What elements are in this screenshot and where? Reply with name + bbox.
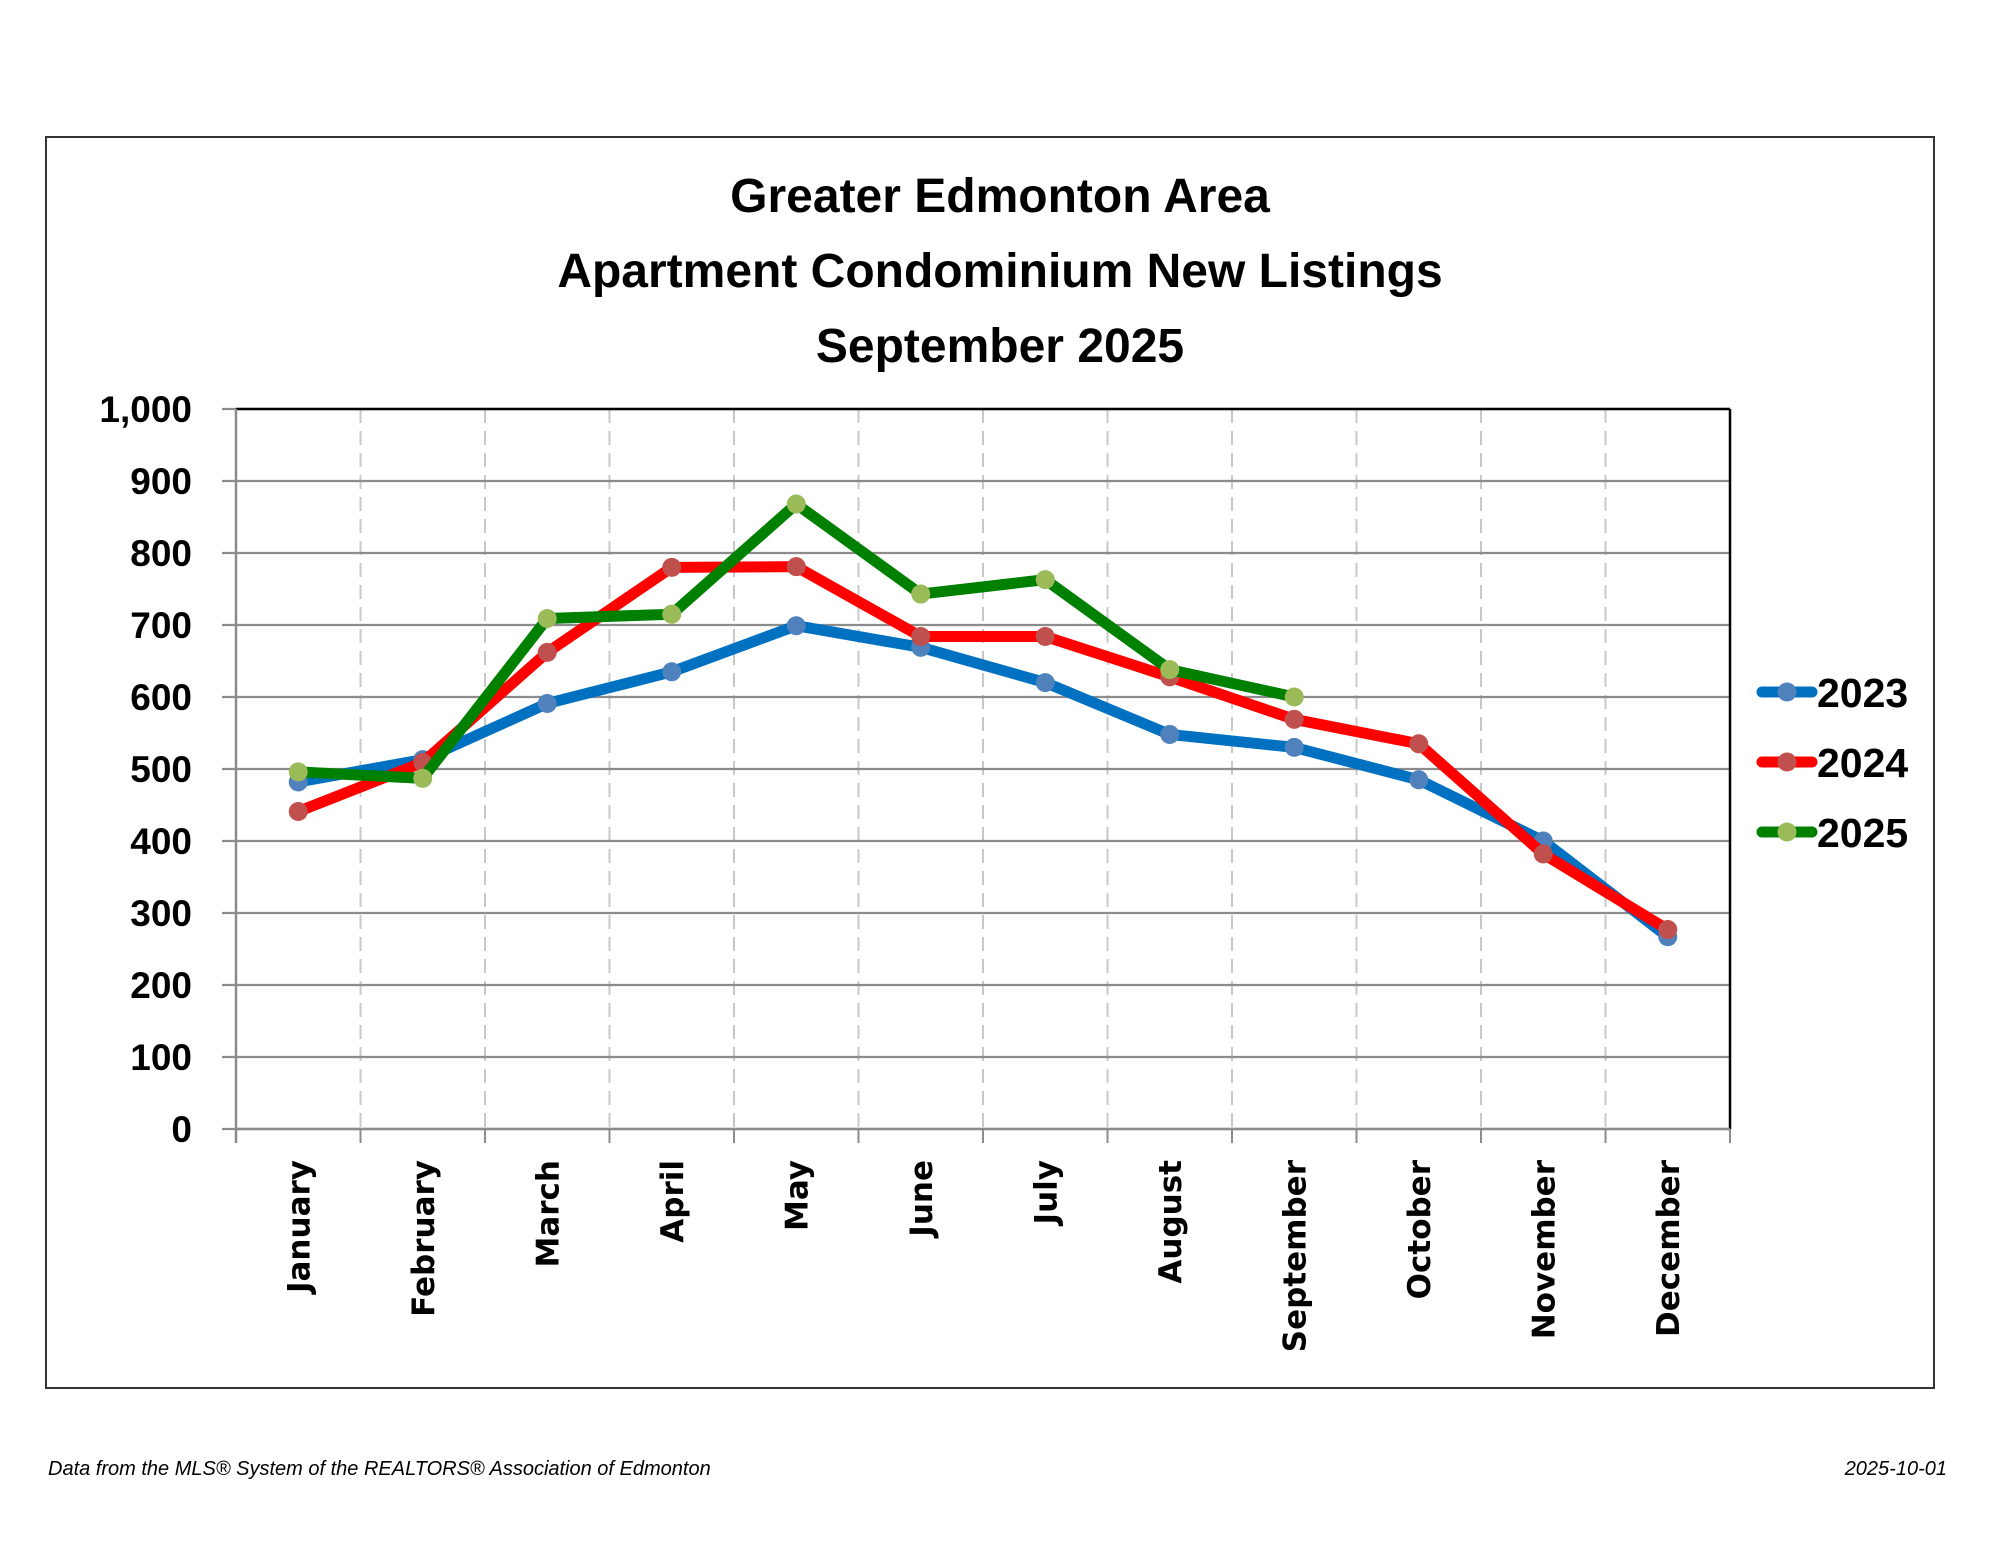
y-tick-label: 100 <box>130 1037 192 1078</box>
chart-title-line-2: Apartment Condominium New Listings <box>557 245 1442 298</box>
legend-swatch-marker <box>1777 682 1797 702</box>
data-point-2025-february <box>413 768 433 788</box>
y-tick-label: 600 <box>130 677 192 718</box>
y-tick-label: 1,000 <box>99 389 192 430</box>
legend-swatch-marker <box>1777 752 1797 772</box>
x-tick-label: March <box>530 1160 566 1268</box>
data-point-2024-july <box>1035 627 1055 647</box>
y-tick-label: 700 <box>130 605 192 646</box>
data-point-2025-july <box>1035 570 1055 590</box>
data-point-2024-march <box>537 642 557 662</box>
data-point-2024-october <box>1409 734 1429 754</box>
chart-title: Greater Edmonton Area Apartment Condomin… <box>557 170 1442 373</box>
data-point-2025-april <box>662 604 682 624</box>
series-line-2023 <box>292 620 1674 943</box>
legend: 2023 2024 2025 <box>1756 670 1908 856</box>
x-tick-label: May <box>779 1160 815 1231</box>
x-tick-label: December <box>1651 1159 1687 1337</box>
data-point-2025-june <box>911 584 931 604</box>
legend-item-2024: 2024 <box>1756 740 1908 786</box>
x-tick-label: November <box>1526 1159 1562 1339</box>
data-point-2024-september <box>1284 709 1304 729</box>
x-tick-label: August <box>1153 1160 1189 1284</box>
data-point-2024-may <box>786 557 806 577</box>
data-point-2025-may <box>786 494 806 514</box>
x-tick-label: January <box>281 1160 317 1295</box>
x-tick-label: June <box>904 1160 940 1239</box>
chart-title-line-1: Greater Edmonton Area <box>730 170 1270 223</box>
data-point-2023-july <box>1035 673 1055 693</box>
series-2024 <box>288 557 1678 940</box>
data-point-2023-april <box>662 662 682 682</box>
legend-label: 2025 <box>1817 810 1908 856</box>
axes: 0 100 200 300 400 500 600 700 800 900 1,000 January… <box>99 389 1732 1352</box>
x-tick-label: April <box>655 1160 691 1243</box>
data-point-2023-august <box>1160 724 1180 744</box>
y-tick-label: 300 <box>130 893 192 934</box>
x-tick-label: October <box>1402 1159 1438 1299</box>
legend-swatch-marker <box>1777 822 1797 842</box>
data-point-2023-march <box>537 693 557 713</box>
data-point-2024-june <box>911 627 931 647</box>
legend-item-2023: 2023 <box>1756 670 1908 716</box>
data-point-2024-january <box>288 801 308 821</box>
data-point-2025-august <box>1160 660 1180 680</box>
y-tick-label: 0 <box>171 1109 192 1150</box>
chart-title-line-3: September 2025 <box>816 320 1184 373</box>
data-point-2024-november <box>1533 844 1553 864</box>
data-point-2023-october <box>1409 770 1429 790</box>
series-line-2024 <box>292 561 1674 936</box>
series <box>288 494 1678 947</box>
y-tick-label: 400 <box>130 821 192 862</box>
data-point-2025-september <box>1284 687 1304 707</box>
data-point-2024-april <box>662 557 682 577</box>
x-tick-label: February <box>406 1160 442 1317</box>
legend-label: 2023 <box>1817 670 1908 716</box>
data-point-2025-january <box>288 762 308 782</box>
report-date: 2025-10-01 <box>1844 1458 1947 1480</box>
x-tick-label: September <box>1277 1159 1313 1352</box>
legend-label: 2024 <box>1817 740 1908 786</box>
data-source-note: Data from the MLS® System of the REALTOR… <box>48 1458 711 1480</box>
data-point-2025-march <box>537 609 557 629</box>
data-point-2024-december <box>1658 920 1678 940</box>
series-2025 <box>288 494 1304 788</box>
legend-item-2025: 2025 <box>1756 810 1908 856</box>
data-point-2023-may <box>786 616 806 636</box>
x-tick-label: July <box>1028 1160 1064 1226</box>
y-tick-label: 900 <box>130 461 192 502</box>
data-point-2023-september <box>1284 737 1304 757</box>
y-tick-label: 500 <box>130 749 192 790</box>
y-tick-label: 200 <box>130 965 192 1006</box>
y-tick-label: 800 <box>130 533 192 574</box>
